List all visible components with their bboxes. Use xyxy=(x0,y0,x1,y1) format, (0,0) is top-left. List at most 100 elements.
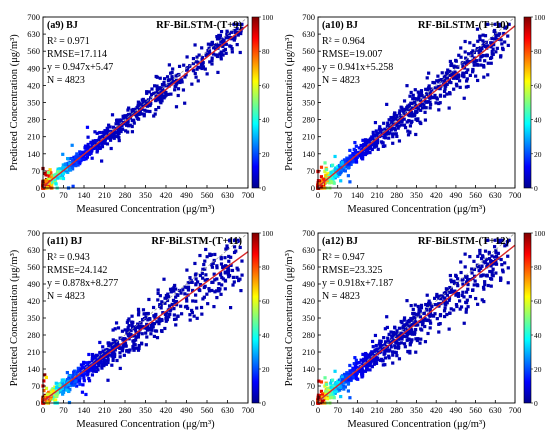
x-tick-label: 560 xyxy=(469,405,482,415)
scatter-point xyxy=(132,121,136,125)
scatter-point xyxy=(200,62,204,66)
colorbar-tick-label: 40 xyxy=(262,331,270,340)
scatter-point xyxy=(421,102,425,106)
scatter-point xyxy=(78,150,82,154)
scatter-point xyxy=(454,302,459,307)
scatter-point xyxy=(86,135,90,139)
scatter-point xyxy=(130,314,134,318)
scatter-point xyxy=(456,75,461,79)
scatter-point xyxy=(384,340,388,344)
scatter-point xyxy=(226,31,230,35)
scatter-point xyxy=(478,58,482,62)
y-tick-label: 490 xyxy=(302,63,315,73)
scatter-point xyxy=(492,262,496,266)
scatter-point xyxy=(340,375,344,379)
scatter-point xyxy=(391,119,395,123)
scatter-point xyxy=(404,108,408,112)
scatter-point xyxy=(117,138,121,143)
scatter-point xyxy=(65,370,69,375)
scatter-point xyxy=(462,321,466,325)
scatter-point xyxy=(183,285,187,289)
scatter-point xyxy=(164,315,168,319)
x-tick-label: 420 xyxy=(160,190,173,200)
scatter-point xyxy=(167,315,171,319)
scatter-point xyxy=(168,309,172,313)
scatter-point xyxy=(74,372,78,376)
scatter-point xyxy=(121,338,125,342)
scatter-point xyxy=(143,108,147,112)
scatter-point xyxy=(391,334,395,339)
scatter-point xyxy=(56,176,60,180)
scatter-point xyxy=(351,151,355,156)
scatter-point xyxy=(445,92,449,96)
scatter-point xyxy=(330,163,335,167)
scatter-point xyxy=(77,379,82,383)
scatter-point xyxy=(382,336,386,340)
scatter-point xyxy=(365,146,370,150)
scatter-point xyxy=(458,85,462,89)
scatter-point xyxy=(449,307,453,311)
scatter-point xyxy=(202,262,206,267)
scatter-point xyxy=(121,114,125,118)
scatter-point xyxy=(155,88,159,92)
scatter-point xyxy=(465,57,469,62)
scatter-point xyxy=(448,290,452,294)
scatter-point xyxy=(496,251,500,255)
scatter-point xyxy=(456,284,460,288)
scatter-point xyxy=(239,31,243,36)
scatter-point xyxy=(90,368,94,372)
scatter-point xyxy=(215,34,219,39)
scatter-point xyxy=(238,277,242,281)
scatter-point xyxy=(407,119,411,123)
scatter-point xyxy=(220,38,224,42)
scatter-point xyxy=(338,384,342,388)
scatter-point xyxy=(452,281,457,286)
scatter-point xyxy=(81,383,85,387)
scatter-point xyxy=(468,41,472,45)
scatter-point xyxy=(391,141,395,145)
scatter-point xyxy=(108,138,113,142)
scatter-point xyxy=(126,130,130,134)
scatter-point xyxy=(86,145,90,149)
scatter-point xyxy=(452,65,457,69)
scatter-point xyxy=(219,29,224,34)
scatter-point xyxy=(486,73,490,77)
scatter-point xyxy=(172,307,176,311)
y-tick-label: 490 xyxy=(27,279,40,289)
scatter-point xyxy=(95,150,99,154)
scatter-point xyxy=(443,299,447,303)
scatter-point xyxy=(114,122,118,126)
scatter-point xyxy=(337,380,341,385)
scatter-point xyxy=(481,39,485,43)
x-tick-label: 0 xyxy=(41,190,45,200)
scatter-point xyxy=(323,376,327,380)
scatter-point xyxy=(380,359,385,363)
scatter-point xyxy=(167,63,171,67)
scatter-point xyxy=(402,112,406,116)
scatter-point xyxy=(126,333,131,338)
scatter-point xyxy=(125,320,129,324)
scatter-point xyxy=(447,327,451,331)
scatter-point xyxy=(450,290,454,294)
scatter-point xyxy=(332,384,336,388)
scatter-point xyxy=(66,157,70,161)
scatter-point xyxy=(417,95,421,100)
colorbar-tick-label: 20 xyxy=(262,365,270,374)
x-tick-label: 280 xyxy=(390,405,403,415)
scatter-point xyxy=(117,136,121,140)
y-tick-label: 210 xyxy=(302,132,315,142)
scatter-point xyxy=(383,356,388,360)
scatter-point xyxy=(76,162,80,167)
scatter-point xyxy=(392,132,396,136)
scatter-point xyxy=(226,270,230,274)
scatter-point xyxy=(80,390,85,394)
scatter-point xyxy=(472,63,476,67)
scatter-point xyxy=(489,56,493,61)
scatter-point xyxy=(488,269,492,274)
scatter-point xyxy=(171,298,176,303)
scatter-point xyxy=(68,161,72,166)
scatter-point xyxy=(98,146,102,151)
scatter-point xyxy=(387,356,391,360)
scatter-point xyxy=(215,277,219,281)
scatter-point xyxy=(210,56,214,60)
